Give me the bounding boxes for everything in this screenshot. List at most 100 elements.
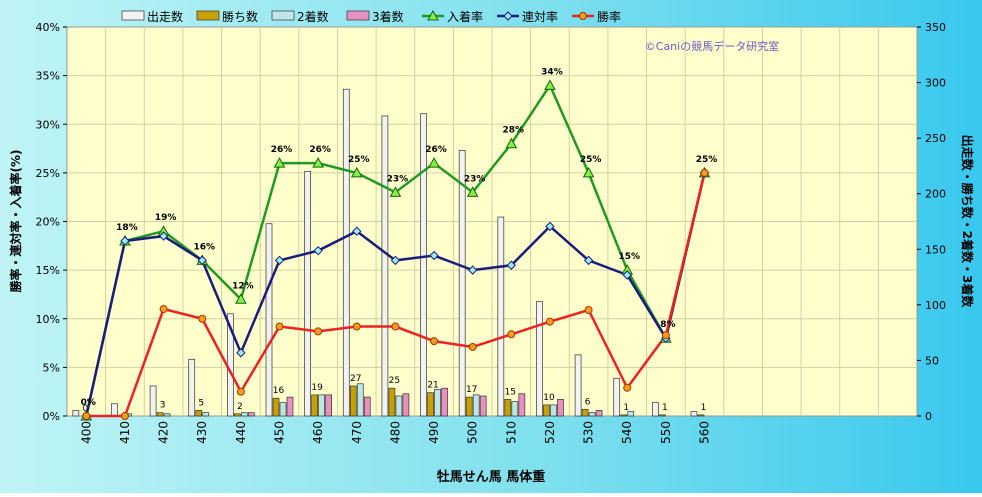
line-point	[429, 250, 439, 261]
line-point	[275, 322, 284, 331]
bar-data-label: 25	[389, 376, 400, 386]
bar	[304, 171, 311, 417]
bar	[188, 358, 196, 417]
line-point	[352, 322, 361, 331]
left-tick-label: 40%	[36, 21, 60, 34]
bar-data-label: 0	[82, 404, 88, 414]
bar	[620, 414, 628, 417]
line-data-label: 8%	[660, 320, 675, 330]
left-tick-label: 5%	[43, 361, 60, 374]
right-tick-label: 100	[925, 299, 946, 312]
line-point	[467, 265, 478, 275]
right-tick-label: 200	[925, 188, 946, 201]
bar	[311, 394, 318, 417]
axes-group: 0%5%10%15%20%25%30%35%40%050100150200250…	[36, 21, 946, 444]
legend-swatch	[196, 10, 220, 21]
bar	[536, 301, 543, 417]
bar-series-group	[72, 88, 705, 417]
right-tick-label: 150	[925, 243, 946, 256]
right-tick-label: 0	[925, 410, 932, 423]
line-data-label: 34%	[541, 67, 563, 77]
line-point	[197, 255, 207, 266]
legend-label: 連対率	[522, 9, 558, 24]
bar-data-label: 15	[505, 387, 516, 397]
bar	[381, 115, 389, 417]
bar-data-label: 1	[662, 403, 668, 413]
legend-marker	[579, 12, 587, 20]
line-data-label: 0%	[81, 398, 96, 408]
bar	[557, 398, 564, 417]
bar	[550, 404, 557, 417]
bar	[581, 408, 589, 417]
line-point	[350, 166, 363, 178]
bar	[613, 377, 621, 417]
left-axis-label: 勝率・連対率・入着率(%)	[8, 150, 23, 293]
line-point	[700, 168, 709, 177]
right-tick-label: 300	[925, 77, 946, 90]
bar	[697, 414, 705, 417]
line-point	[158, 231, 169, 241]
bar	[420, 113, 427, 417]
bar	[149, 385, 157, 417]
x-tick-label: 480	[388, 421, 402, 444]
line-point	[661, 331, 670, 340]
bar	[363, 396, 371, 417]
x-tick-label: 460	[311, 421, 325, 444]
line-point	[389, 186, 402, 197]
legend-label: 勝ち数	[222, 9, 258, 24]
x-tick-label: 490	[427, 421, 441, 444]
line-point	[120, 236, 130, 246]
bar-data-label: 17	[466, 385, 477, 395]
bar-labels-group: 0 3 5 2 16 19 27 25 21 17 15 10 6 1 1 1	[82, 374, 706, 414]
x-tick-label: 520	[543, 421, 557, 444]
line-data-label: 18%	[116, 223, 138, 233]
left-tick-label: 0%	[43, 410, 60, 423]
line-point	[236, 348, 246, 358]
legend-swatch	[346, 10, 370, 21]
line-data-label: 23%	[387, 174, 409, 184]
legend-label: 2着数	[297, 9, 329, 24]
bar	[349, 385, 357, 417]
left-tick-label: 10%	[36, 313, 60, 326]
bar	[543, 404, 550, 417]
x-tick-label: 400	[79, 421, 93, 444]
x-tick-label: 540	[620, 421, 634, 444]
bar	[659, 414, 666, 417]
line-point	[505, 137, 518, 149]
bar-data-label: 3	[160, 401, 166, 411]
line-data-label: 28%	[503, 126, 525, 136]
x-tick-label: 430	[195, 421, 209, 444]
line-point	[235, 293, 247, 304]
x-tick-label: 420	[157, 421, 171, 444]
line-point	[584, 305, 593, 314]
line-data-label: 25%	[580, 155, 602, 165]
line-data-label: 16%	[193, 242, 215, 252]
bar-data-label: 2	[237, 402, 243, 412]
line-point	[198, 314, 207, 323]
bar	[195, 410, 203, 417]
bar	[272, 397, 280, 417]
line-point	[274, 255, 285, 266]
x-tick-label: 510	[504, 421, 518, 444]
line-point	[236, 387, 245, 396]
bar	[156, 412, 164, 417]
bar	[356, 383, 364, 417]
x-tick-label: 550	[659, 421, 673, 444]
bar	[395, 395, 403, 417]
line-point	[391, 322, 400, 331]
line-data-label: 12%	[232, 281, 254, 291]
line-point	[430, 337, 439, 346]
line-data-label: 15%	[618, 252, 640, 262]
line-point	[314, 327, 323, 336]
bar-data-label: 21	[427, 381, 438, 391]
line-point	[312, 157, 324, 168]
bar-data-label: 10	[543, 393, 555, 403]
line-point	[390, 255, 401, 266]
x-tick-label: 470	[350, 421, 364, 444]
bar-data-label: 6	[585, 397, 591, 407]
line-point	[428, 157, 440, 168]
bar	[248, 412, 255, 417]
line-data-label: 26%	[271, 145, 293, 155]
